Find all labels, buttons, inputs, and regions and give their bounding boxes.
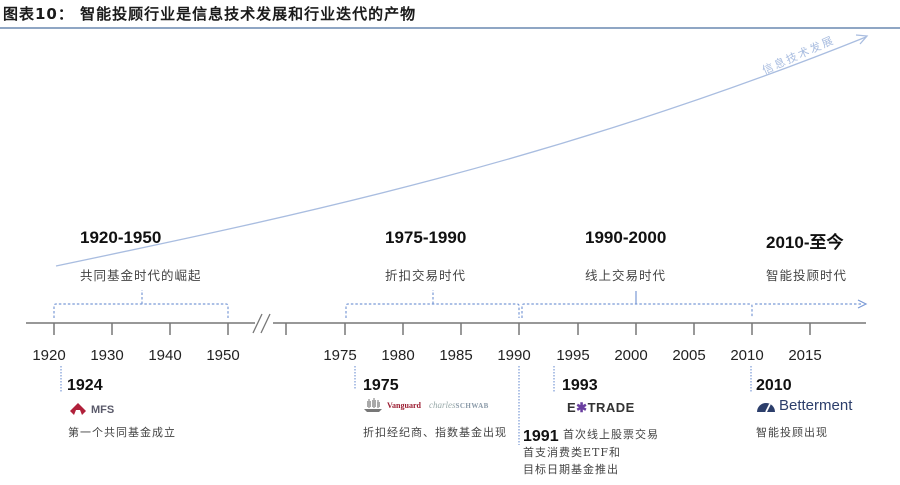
axis-tick-label: 1950 bbox=[206, 347, 240, 364]
mfs-logo-icon bbox=[70, 403, 86, 415]
axis-tick-label: 1975 bbox=[323, 347, 357, 364]
axis-tick-label: 2005 bbox=[672, 347, 706, 364]
period-brackets bbox=[53, 290, 862, 318]
axis-tick-label: 1940 bbox=[148, 347, 182, 364]
era-label-robo-advisor: 智能投顾时代 bbox=[766, 268, 848, 283]
axis-break-icon bbox=[252, 313, 271, 334]
axis-tick-label: 2010 bbox=[730, 347, 764, 364]
era-label-mutual-fund: 共同基金时代的崛起 bbox=[80, 268, 202, 283]
tech-growth-arrowhead bbox=[855, 34, 869, 45]
axis-tick-label: 1990 bbox=[497, 347, 531, 364]
axis-tick-label: 1980 bbox=[381, 347, 415, 364]
event-desc-2010: 智能投顾出现 bbox=[756, 426, 828, 439]
tech-growth-curve bbox=[55, 36, 867, 267]
figure-title: 图表10： 智能投顾行业是信息技术发展和行业迭代的产物 bbox=[3, 5, 417, 23]
time-axis bbox=[26, 322, 866, 335]
period-range-1975-1990: 1975-1990 bbox=[385, 228, 467, 247]
mfs-logo: MFS bbox=[68, 402, 114, 418]
event-desc-1991-line1: 首支消费类ETF和 bbox=[523, 446, 621, 459]
period-range-2010-present: 2010-至今 bbox=[766, 233, 844, 252]
etrade-logo: E✱TRADE bbox=[567, 400, 635, 415]
ship-icon bbox=[364, 398, 382, 412]
title-divider bbox=[0, 27, 900, 29]
event-year-1991: 1991 bbox=[523, 428, 559, 445]
axis-tick-label: 1920 bbox=[32, 347, 66, 364]
betterment-gauge-icon bbox=[757, 402, 775, 412]
vanguard-logo: Vanguard bbox=[362, 397, 421, 413]
event-year-2010: 2010 bbox=[756, 377, 792, 394]
event-year-1975: 1975 bbox=[363, 377, 399, 394]
axis-tick-label: 1985 bbox=[439, 347, 473, 364]
betterment-logo: Betterment bbox=[756, 397, 852, 414]
era-label-online-trading: 线上交易时代 bbox=[585, 268, 667, 283]
era-label-discount-trading: 折扣交易时代 bbox=[385, 268, 467, 283]
event-desc-1975: 折扣经纪商、指数基金出现 bbox=[363, 426, 507, 439]
axis-tick-label: 1995 bbox=[556, 347, 590, 364]
event-desc-1991-line2: 目标日期基金推出 bbox=[523, 463, 619, 476]
period-range-1920-1950: 1920-1950 bbox=[80, 228, 162, 247]
event-desc-1924: 第一个共同基金成立 bbox=[68, 426, 176, 439]
period-range-1990-2000: 1990-2000 bbox=[585, 228, 667, 247]
axis-tick-label: 2015 bbox=[788, 347, 822, 364]
charles-schwab-logo: charlesSCHWAB bbox=[428, 400, 489, 410]
event-year-1924: 1924 bbox=[67, 377, 103, 394]
etrade-star-icon: ✱ bbox=[576, 400, 588, 415]
axis-tick-label: 2000 bbox=[614, 347, 648, 364]
event-leader-lines bbox=[60, 366, 752, 445]
discount-broker-logos: Vanguard charlesSCHWAB bbox=[362, 397, 489, 413]
axis-tick-label: 1930 bbox=[90, 347, 124, 364]
event-desc-1993: 首次线上股票交易 bbox=[563, 428, 659, 441]
bracket-arrowhead bbox=[857, 299, 868, 309]
event-year-1993: 1993 bbox=[562, 377, 598, 394]
